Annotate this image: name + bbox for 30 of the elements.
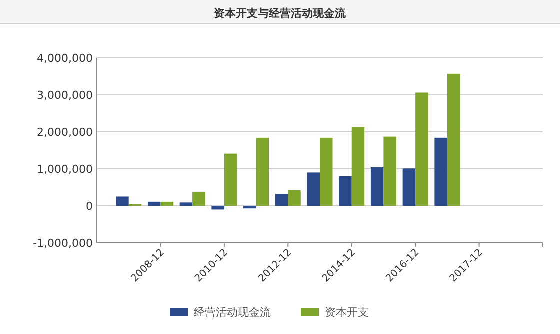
bar [307, 172, 320, 206]
bar [256, 138, 270, 206]
bar [275, 194, 288, 206]
bar [288, 190, 301, 206]
bar [370, 168, 384, 206]
bar [192, 192, 206, 206]
bar [434, 138, 448, 206]
chart-title: 资本开支与经营活动现金流 [214, 7, 347, 20]
bar [224, 154, 238, 206]
bar [320, 138, 333, 206]
y-tick-label: -1,000,000 [33, 237, 93, 250]
bar [148, 202, 161, 206]
y-tick-label: 4,000,000 [37, 52, 93, 65]
bar [339, 176, 352, 206]
bar [244, 206, 256, 209]
y-tick-label: 0 [86, 200, 93, 213]
bar [212, 206, 224, 210]
bar [160, 202, 174, 206]
legend-label: 经营活动现金流 [194, 306, 271, 319]
bar [116, 196, 129, 206]
y-tick-label: 3,000,000 [37, 89, 93, 102]
y-tick-label: 1,000,000 [37, 163, 93, 176]
bar [352, 127, 365, 206]
bar [447, 74, 460, 206]
bar [402, 168, 416, 206]
bar [180, 202, 193, 206]
bar [416, 92, 428, 206]
legend-label: 资本开支 [325, 306, 369, 319]
y-tick-label: 2,000,000 [37, 126, 93, 139]
bar [384, 136, 396, 206]
